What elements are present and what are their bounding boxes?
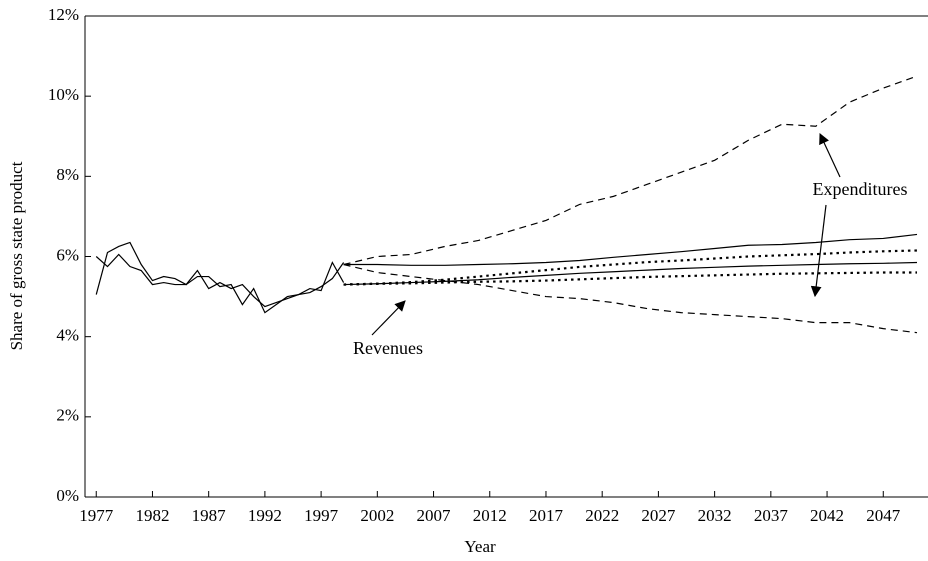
y-axis-title: Share of gross state product: [7, 161, 26, 350]
annotation: Revenues: [353, 338, 423, 358]
line-series: [95, 241, 345, 308]
y-tick-label: 6%: [56, 245, 79, 264]
x-tick-label: 1997: [304, 506, 339, 525]
x-tick-label: 1987: [192, 506, 227, 525]
x-tick-label: 1982: [135, 506, 169, 525]
arrow: [810, 204, 827, 298]
x-tick-label: 2042: [810, 506, 844, 525]
line-series: [343, 249, 918, 286]
y-tick-label: 2%: [56, 406, 79, 425]
y-tick-label: 8%: [56, 165, 79, 184]
line-series: [343, 261, 918, 286]
x-tick-label: 2027: [641, 506, 676, 525]
x-tick-label: 2032: [698, 506, 732, 525]
y-tick-label: 4%: [56, 326, 79, 345]
line-series: [343, 233, 918, 266]
line-series: [343, 263, 918, 334]
line-series: [343, 75, 918, 266]
x-tick-label: 1977: [79, 506, 114, 525]
y-tick-label: 12%: [48, 5, 79, 24]
line-series: [95, 253, 345, 314]
x-tick-label: 2047: [866, 506, 901, 525]
annotation: Expenditures: [813, 179, 908, 199]
x-tick-label: 2022: [585, 506, 619, 525]
x-tick-label: 2007: [417, 506, 452, 525]
x-tick-label: 2002: [360, 506, 394, 525]
x-tick-label: 2017: [529, 506, 564, 525]
line-series: [343, 271, 917, 286]
y-tick-label: 10%: [48, 85, 79, 104]
x-axis-title: Year: [464, 537, 496, 556]
x-tick-label: 1992: [248, 506, 282, 525]
x-tick-label: 2012: [473, 506, 507, 525]
x-tick-label: 2037: [754, 506, 789, 525]
arrow: [371, 300, 406, 336]
arrow: [819, 133, 841, 178]
y-tick-label: 0%: [56, 486, 79, 505]
